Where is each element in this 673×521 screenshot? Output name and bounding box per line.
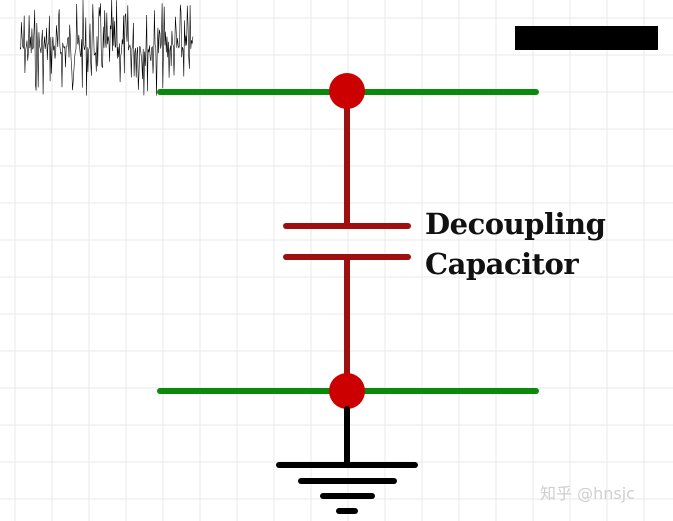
noise-waveform-icon bbox=[19, 0, 194, 96]
watermark: 知乎 @hnsjc bbox=[540, 484, 635, 503]
noise-trace bbox=[19, 0, 194, 96]
redacted-bar bbox=[515, 26, 658, 50]
capacitor-label-line1: Decoupling bbox=[425, 207, 606, 241]
ground-symbol-icon bbox=[276, 406, 418, 514]
capacitor-label-line2: Capacitor bbox=[425, 247, 579, 281]
top-node bbox=[329, 73, 365, 109]
bottom-node bbox=[329, 373, 365, 409]
capacitor-symbol bbox=[283, 89, 411, 394]
